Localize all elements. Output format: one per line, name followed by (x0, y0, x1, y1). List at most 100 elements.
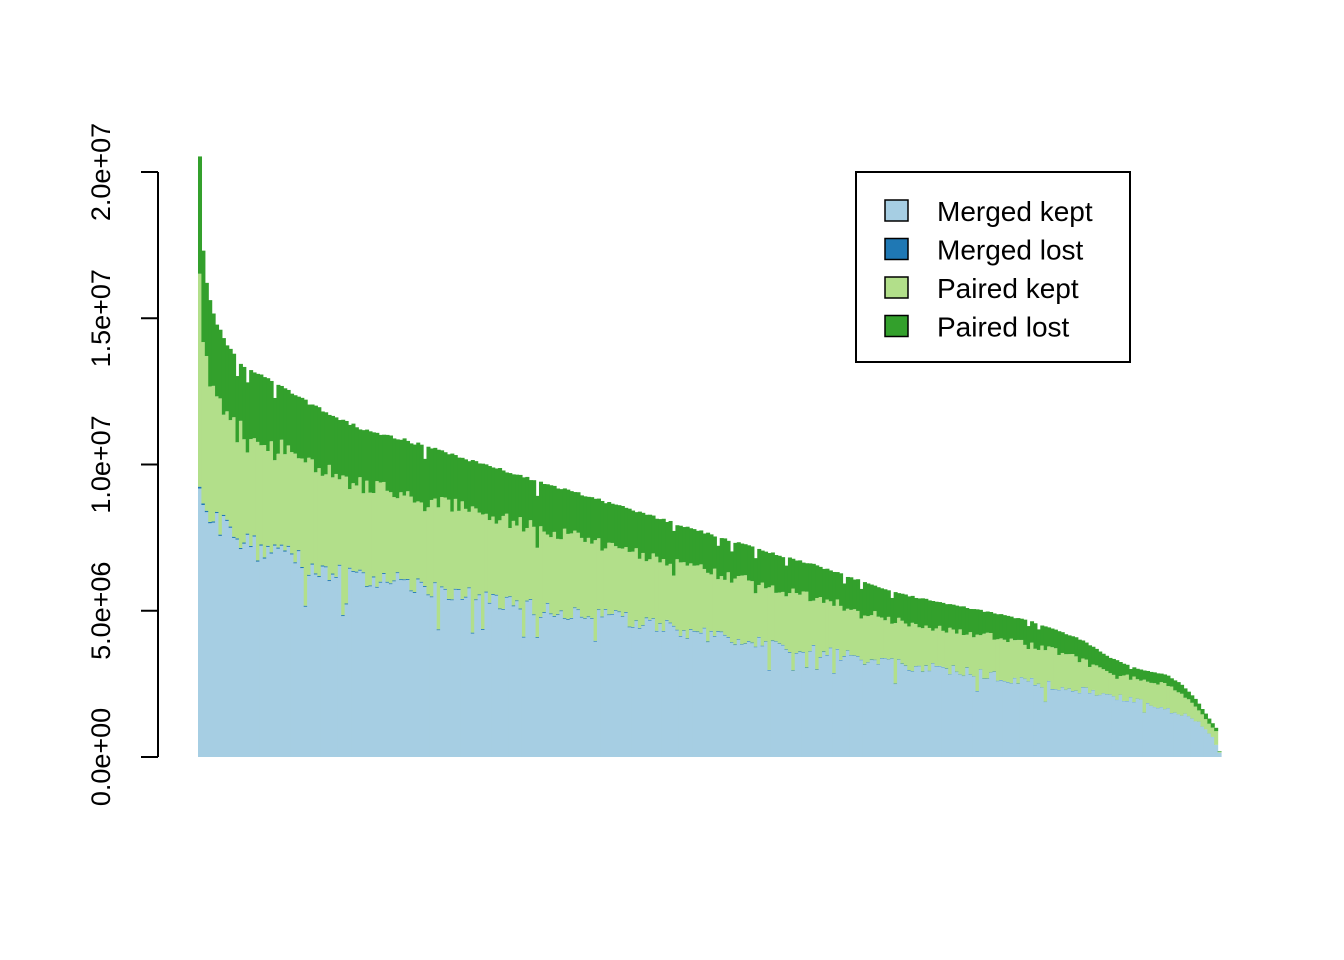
bar-segment-paired-lost (532, 480, 537, 527)
bar-segment-merged-kept (862, 664, 867, 757)
bar-segment-paired-kept (842, 610, 847, 656)
bar-segment-merged-lost (440, 586, 445, 588)
bar-segment-merged-kept (972, 676, 977, 757)
bar-segment-merged-kept (995, 681, 1000, 757)
bar-segment-merged-kept (883, 658, 888, 757)
bar-segment-paired-kept (1043, 650, 1048, 702)
bar-segment-paired-lost (914, 597, 919, 624)
bar-segment-paired-kept (654, 556, 659, 631)
bar-segment-merged-kept (1101, 693, 1106, 757)
bar-segment-merged-kept (859, 660, 864, 757)
bar-segment-merged-lost (556, 614, 561, 616)
bar-segment-merged-kept (252, 536, 257, 757)
bar-segment-merged-lost (481, 629, 486, 630)
bar-segment-merged-kept (470, 633, 475, 757)
bar-segment-paired-lost (767, 553, 772, 588)
bar-segment-merged-kept (535, 637, 540, 757)
bar-segment-merged-kept (440, 587, 445, 757)
bar-segment-merged-kept (416, 579, 421, 757)
bar-segment-paired-kept (1006, 642, 1011, 682)
bar-segment-paired-kept (614, 546, 619, 611)
bar-segment-merged-lost (651, 618, 656, 619)
bar-segment-paired-lost (498, 468, 503, 521)
bar-segment-merged-lost (232, 536, 237, 538)
bar-segment-merged-kept (1207, 733, 1212, 757)
bar-segment-paired-lost (784, 565, 789, 597)
bar-segment-paired-kept (269, 441, 274, 553)
bar-segment-merged-lost (815, 669, 820, 670)
bar-segment-paired-kept (382, 481, 387, 573)
bar-segment-merged-kept (828, 648, 833, 757)
bar-segment-paired-kept (569, 533, 574, 618)
bar-segment-paired-kept (1088, 666, 1093, 693)
bar-segment-paired-lost (665, 522, 670, 566)
bar-segment-paired-lost (521, 477, 526, 532)
bar-segment-paired-lost (924, 598, 929, 626)
bar-segment-merged-lost (842, 656, 847, 657)
bar-segment-paired-kept (310, 459, 315, 564)
bar-segment-merged-kept (733, 645, 738, 757)
bar-segment-merged-lost (286, 545, 291, 547)
bar-segment-paired-kept (1217, 751, 1222, 753)
bar-segment-merged-kept (787, 652, 792, 757)
bar-segment-merged-kept (491, 594, 496, 757)
bar-segment-paired-kept (276, 453, 281, 548)
bar-segment-paired-kept (624, 547, 629, 612)
bar-segment-paired-lost (989, 612, 994, 634)
bar-segment-paired-kept (1132, 676, 1137, 703)
bar-segment-merged-kept (549, 614, 554, 757)
bar-segment-paired-kept (808, 601, 813, 652)
bar-segment-merged-lost (726, 637, 731, 638)
bar-segment-merged-kept (382, 573, 387, 757)
bar-segment-merged-kept (341, 616, 346, 757)
bar-segment-merged-lost (811, 644, 816, 646)
bar-segment-merged-kept (498, 609, 503, 757)
bar-segment-paired-lost (221, 338, 226, 415)
bar-segment-paired-kept (1203, 719, 1208, 730)
bar-segment-merged-lost (678, 635, 683, 637)
bar-segment-paired-lost (1047, 627, 1052, 647)
bar-segment-merged-lost (399, 579, 404, 581)
bar-segment-merged-lost (852, 655, 857, 656)
bar-segment-paired-lost (631, 510, 636, 552)
bar-segment-paired-lost (1033, 623, 1038, 649)
bar-segment-paired-kept (958, 629, 963, 675)
bar-segment-merged-kept (1091, 690, 1096, 757)
bar-segment-paired-lost (920, 598, 925, 629)
bar-segment-paired-kept (218, 398, 223, 535)
bar-segment-merged-lost (443, 588, 448, 590)
bar-segment-paired-kept (1036, 649, 1041, 684)
bar-segment-merged-kept (218, 535, 223, 757)
bar-segment-paired-lost (460, 457, 465, 502)
bar-segment-merged-kept (1163, 709, 1168, 757)
bar-segment-paired-kept (477, 512, 482, 595)
bar-segment-merged-lost (566, 618, 571, 620)
bar-segment-paired-lost (467, 461, 472, 512)
bar-segment-paired-lost (794, 560, 799, 594)
bar-segment-merged-kept (525, 601, 530, 757)
bar-segment-paired-kept (955, 633, 960, 672)
bar-segment-paired-kept (920, 628, 925, 672)
bar-segment-paired-lost (354, 427, 359, 486)
bar-segment-paired-kept (866, 616, 871, 663)
bar-segment-paired-lost (849, 577, 854, 610)
bar-segment-merged-lost (627, 626, 632, 628)
bar-segment-merged-kept (801, 652, 806, 757)
bar-segment-merged-kept (1173, 712, 1178, 757)
bar-segment-paired-lost (859, 588, 864, 619)
bar-segment-merged-kept (423, 586, 428, 757)
bar-segment-paired-kept (504, 513, 509, 597)
bar-segment-merged-kept (1152, 707, 1157, 757)
bar-segment-merged-lost (702, 627, 707, 629)
bar-segment-paired-lost (296, 396, 301, 459)
bar-segment-paired-lost (361, 430, 366, 494)
bar-segment-merged-lost (433, 582, 438, 584)
bar-segment-paired-kept (982, 633, 987, 679)
bar-segment-paired-kept (1002, 639, 1007, 682)
bar-segment-merged-lost (388, 583, 393, 585)
bar-segment-merged-kept (869, 660, 874, 757)
bar-segment-paired-kept (869, 615, 874, 660)
bar-segment-paired-lost (941, 602, 946, 631)
bar-segment-paired-kept (1118, 676, 1123, 695)
bar-segment-merged-kept (385, 582, 390, 757)
